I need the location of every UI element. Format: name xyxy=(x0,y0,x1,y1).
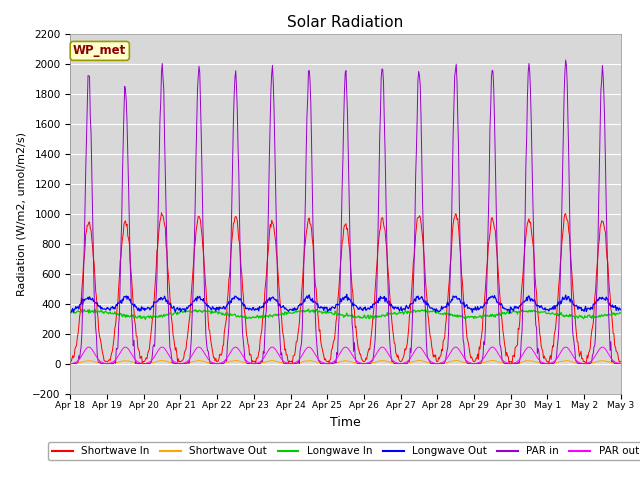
Y-axis label: Radiation (W/m2, umol/m2/s): Radiation (W/m2, umol/m2/s) xyxy=(17,132,27,296)
PAR in xyxy=(617,361,625,367)
Shortwave In xyxy=(133,334,141,339)
Line: Shortwave In: Shortwave In xyxy=(70,213,621,364)
PAR in xyxy=(413,147,420,153)
Shortwave Out xyxy=(190,359,198,364)
PAR in xyxy=(189,296,196,301)
Longwave In xyxy=(430,308,438,314)
Longwave In xyxy=(67,311,74,316)
Shortwave Out xyxy=(69,361,77,367)
Shortwave In xyxy=(77,310,84,315)
Shortwave Out xyxy=(77,360,85,365)
Shortwave In xyxy=(157,210,165,216)
Shortwave In xyxy=(191,246,198,252)
Longwave In xyxy=(141,316,149,322)
Longwave Out xyxy=(133,305,141,311)
Shortwave In xyxy=(617,359,625,365)
Longwave In xyxy=(617,310,625,316)
PAR out xyxy=(617,361,625,367)
Longwave Out xyxy=(506,310,514,316)
Longwave In xyxy=(305,306,312,312)
Line: Shortwave Out: Shortwave Out xyxy=(70,360,621,364)
Shortwave In xyxy=(430,352,438,358)
X-axis label: Time: Time xyxy=(330,416,361,429)
PAR out xyxy=(77,355,84,360)
PAR out xyxy=(219,359,227,365)
Line: Longwave In: Longwave In xyxy=(70,309,621,319)
Shortwave Out xyxy=(134,360,141,366)
PAR in xyxy=(562,57,570,63)
Shortwave In xyxy=(414,215,422,220)
Longwave In xyxy=(77,309,84,314)
Title: Solar Radiation: Solar Radiation xyxy=(287,15,404,30)
Longwave Out xyxy=(218,305,226,311)
Longwave In xyxy=(414,308,422,313)
Shortwave In xyxy=(138,361,146,367)
Longwave Out xyxy=(77,302,84,308)
PAR in xyxy=(133,361,141,367)
Longwave In xyxy=(190,308,198,313)
PAR out xyxy=(134,359,141,365)
Text: WP_met: WP_met xyxy=(73,44,127,58)
PAR in xyxy=(67,361,74,367)
PAR out xyxy=(67,361,74,367)
Shortwave Out xyxy=(414,358,422,363)
Legend: Shortwave In, Shortwave Out, Longwave In, Longwave Out, PAR in, PAR out: Shortwave In, Shortwave Out, Longwave In… xyxy=(48,442,640,460)
PAR out xyxy=(413,345,421,351)
PAR in xyxy=(77,349,84,355)
Longwave Out xyxy=(429,307,437,312)
Shortwave In xyxy=(67,359,74,365)
Shortwave Out xyxy=(220,360,227,366)
Shortwave In xyxy=(220,342,227,348)
Line: Longwave Out: Longwave Out xyxy=(70,294,621,313)
Line: PAR in: PAR in xyxy=(70,60,621,364)
Line: PAR out: PAR out xyxy=(70,347,621,364)
Longwave Out xyxy=(343,291,351,297)
PAR in xyxy=(218,361,226,367)
Longwave Out xyxy=(413,295,421,300)
Shortwave Out xyxy=(67,360,74,366)
PAR out xyxy=(190,349,198,355)
PAR out xyxy=(85,344,93,350)
Shortwave Out xyxy=(617,360,625,366)
PAR in xyxy=(429,361,436,367)
Longwave Out xyxy=(617,307,625,312)
Shortwave Out xyxy=(195,358,202,363)
PAR out xyxy=(429,360,437,366)
Shortwave Out xyxy=(430,360,438,366)
Longwave In xyxy=(133,315,141,321)
Longwave Out xyxy=(67,309,74,315)
Longwave In xyxy=(219,310,227,316)
Longwave Out xyxy=(189,299,196,304)
